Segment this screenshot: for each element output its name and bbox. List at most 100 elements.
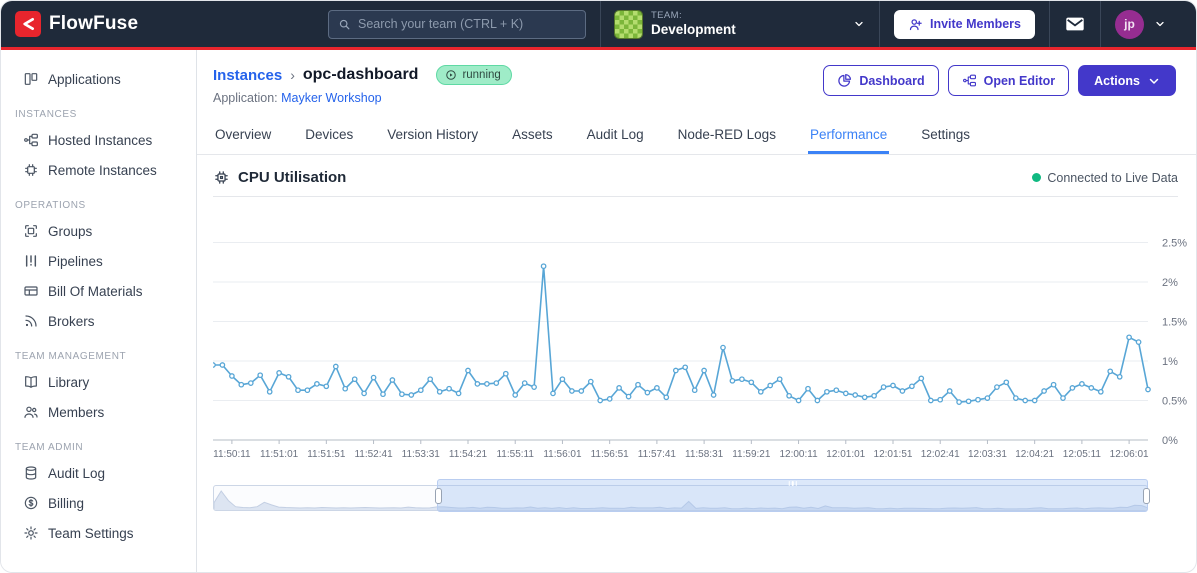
cpu-utilisation-chart[interactable]: 0% 0.5% 1% 1.5% 2% 2.5% 11:50:11 11:51:01 11:51:… (213, 203, 1192, 469)
invite-members-button[interactable]: Invite Members (893, 9, 1035, 39)
open-editor-button[interactable]: Open Editor (947, 65, 1070, 96)
sidebar-item-applications[interactable]: Applications (1, 64, 196, 94)
dashboard-button-label: Dashboard (859, 73, 925, 88)
dashboard-button[interactable]: Dashboard (823, 65, 939, 96)
status-badge-label: running (462, 69, 501, 81)
svg-text:11:51:51: 11:51:51 (307, 449, 346, 460)
brush-selection[interactable] (435, 479, 1150, 512)
gear-icon (24, 526, 38, 540)
sidebar-item-groups[interactable]: Groups (1, 216, 196, 246)
chip-icon (25, 164, 37, 176)
brand-name: FlowFuse (49, 13, 139, 34)
svg-text:11:56:01: 11:56:01 (543, 449, 582, 460)
user-menu[interactable]: jp (1115, 9, 1182, 39)
svg-text:1.5%: 1.5% (1162, 317, 1187, 329)
live-status-label: Connected to Live Data (1047, 170, 1178, 185)
sidebar-item-remote-instances[interactable]: Remote Instances (1, 155, 196, 185)
team-label: TEAM: (650, 9, 683, 21)
tab-devices[interactable]: Devices (305, 127, 354, 142)
broadcast-icon (25, 315, 37, 327)
sidebar-item-hosted-instances[interactable]: Hosted Instances (1, 125, 196, 155)
svg-text:11:54:21: 11:54:21 (449, 449, 488, 460)
sidebar-item-pipelines[interactable]: Pipelines (1, 246, 196, 276)
brush-grip-icon[interactable] (788, 481, 797, 486)
svg-text:12:02:41: 12:02:41 (921, 449, 960, 460)
page-title: opc-dashboard (302, 66, 419, 83)
svg-text:11:51:01: 11:51:01 (260, 449, 299, 460)
sidebar-item-label: Hosted Instances (48, 132, 153, 148)
sidebar-item-label: Billing (48, 495, 85, 511)
svg-text:11:57:41: 11:57:41 (638, 449, 677, 460)
sidebar-section-team-admin: TEAM ADMIN (15, 442, 84, 453)
sidebar-item-label: Team Settings (48, 525, 134, 541)
svg-text:0.5%: 0.5% (1162, 396, 1187, 408)
brush-track[interactable] (213, 485, 1148, 511)
tab-assets[interactable]: Assets (512, 127, 553, 142)
svg-text:12:01:01: 12:01:01 (826, 449, 865, 460)
cpu-icon (215, 171, 228, 184)
breadcrumb-separator: › (290, 67, 295, 83)
svg-text:11:55:11: 11:55:11 (496, 449, 534, 460)
svg-text:2.5%: 2.5% (1162, 238, 1187, 250)
pie-chart-icon (838, 73, 852, 87)
svg-text:12:03:31: 12:03:31 (968, 449, 1007, 460)
tab-settings[interactable]: Settings (921, 127, 971, 142)
sidebar-item-team-settings[interactable]: Team Settings (1, 518, 196, 548)
nodes-icon (24, 133, 38, 147)
tab-audit-log[interactable]: Audit Log (586, 127, 644, 142)
sidebar-item-members[interactable]: Members (1, 397, 196, 427)
sidebar-item-label: Groups (48, 223, 93, 239)
search-input[interactable] (357, 17, 576, 31)
dollar-circle-icon (24, 496, 38, 510)
person-plus-icon (909, 18, 922, 30)
open-editor-button-label: Open Editor (983, 73, 1056, 88)
sidebar-item-audit-log[interactable]: Audit Log (1, 458, 196, 488)
tab-version-history[interactable]: Version History (387, 127, 479, 142)
svg-text:11:53:31: 11:53:31 (402, 449, 441, 460)
live-status-dot (1032, 173, 1042, 182)
actions-button-label: Actions (1094, 73, 1140, 88)
brush-handle-right[interactable] (1142, 487, 1150, 504)
sidebar-item-label: Members (48, 404, 105, 420)
svg-text:12:00:11: 12:00:11 (779, 449, 818, 460)
sidebar: Applications INSTANCES Hosted Instances … (1, 50, 197, 572)
svg-text:1%: 1% (1162, 356, 1178, 368)
sidebar-item-brokers[interactable]: Brokers (1, 306, 196, 336)
performance-panel: CPU Utilisation Connected to Live Data 0… (197, 155, 1196, 572)
team-switcher[interactable]: TEAM: Development (613, 9, 865, 39)
notifications-button[interactable] (1064, 13, 1086, 35)
chart-title: CPU Utilisation (238, 169, 347, 186)
mail-icon (1066, 17, 1084, 31)
book-icon (25, 376, 37, 388)
live-status: Connected to Live Data (1032, 171, 1178, 185)
invite-members-label: Invite Members (929, 17, 1021, 31)
svg-text:12:06:01: 12:06:01 (1110, 449, 1149, 460)
sidebar-item-label: Brokers (48, 313, 95, 329)
application-label: Application: (213, 91, 278, 105)
main-content: Instances › opc-dashboard running Applic… (197, 50, 1196, 572)
team-search[interactable] (327, 9, 586, 39)
svg-text:11:56:51: 11:56:51 (591, 449, 630, 460)
breadcrumb-instances-link[interactable]: Instances (213, 66, 283, 84)
sidebar-item-label: Library (48, 374, 90, 390)
sidebar-item-label: Audit Log (48, 465, 106, 481)
svg-text:11:52:41: 11:52:41 (354, 449, 393, 460)
tab-overview[interactable]: Overview (215, 127, 272, 142)
sidebar-section-team-management: TEAM MANAGEMENT (15, 351, 127, 362)
sidebar-item-bill-of-materials[interactable]: Bill Of Materials (1, 276, 196, 306)
play-circle-icon (446, 70, 457, 80)
pipelines-icon (25, 255, 37, 267)
brush-preview-chart (214, 490, 1147, 510)
sidebar-item-library[interactable]: Library (1, 367, 196, 397)
tab-node-red-logs[interactable]: Node-RED Logs (677, 127, 776, 142)
tab-performance[interactable]: Performance (807, 121, 890, 154)
application-link[interactable]: Mayker Workshop (281, 91, 382, 105)
group-chip-icon (25, 225, 37, 237)
chart-brush (213, 479, 1150, 512)
brush-handle-left[interactable] (435, 487, 443, 504)
actions-button[interactable]: Actions (1078, 65, 1176, 96)
svg-text:11:58:31: 11:58:31 (685, 449, 724, 460)
sidebar-item-billing[interactable]: Billing (1, 488, 196, 518)
flowfuse-logo[interactable]: FlowFuse (15, 11, 138, 37)
